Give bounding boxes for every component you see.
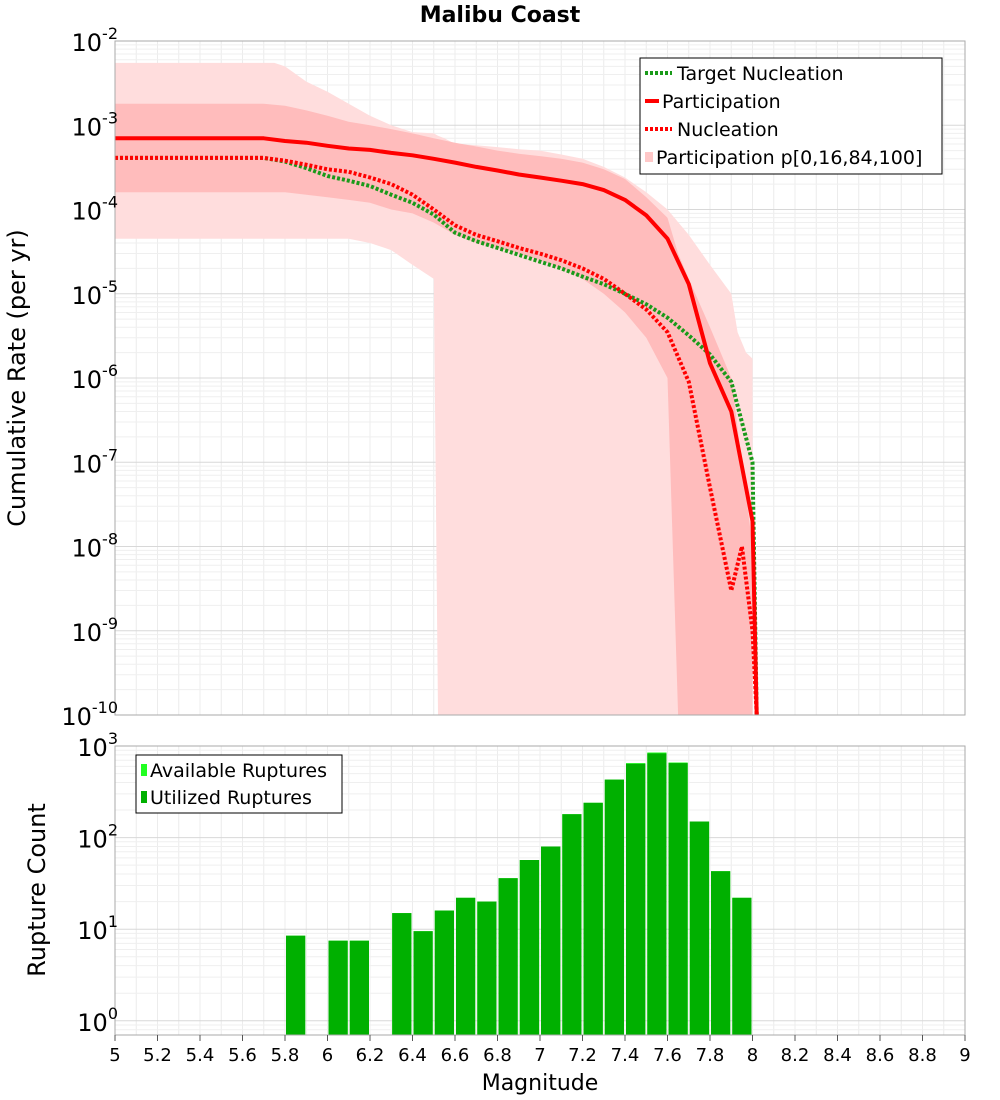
legend-swatch-available-ruptures xyxy=(141,764,147,776)
bottom-legend: Available Ruptures Utilized Ruptures xyxy=(135,754,343,814)
x-tick-label: 6.2 xyxy=(356,1045,385,1066)
x-tick-label: 5.4 xyxy=(186,1045,215,1066)
x-tick-label: 6.8 xyxy=(483,1045,512,1066)
bottom-y-tick-label: 101 xyxy=(77,912,118,945)
bar-utilized-ruptures xyxy=(392,913,412,1035)
x-axis-label: Magnitude xyxy=(482,1071,599,1096)
x-tick-label: 5.6 xyxy=(228,1045,257,1066)
top-y-tick-label: 10-7 xyxy=(72,445,119,478)
bar-utilized-ruptures xyxy=(583,802,603,1035)
bottom-y-tick-label: 103 xyxy=(77,729,118,762)
x-tick-label: 8.2 xyxy=(781,1045,810,1066)
top-y-tick-label: 10-4 xyxy=(72,193,119,226)
legend-label-utilized-ruptures: Utilized Ruptures xyxy=(150,787,312,809)
legend-swatch-utilized-ruptures xyxy=(141,791,147,803)
bar-utilized-ruptures xyxy=(562,814,582,1035)
series-line-nucleation xyxy=(115,155,759,716)
bottom-y-ticks: 100 101 102 103 xyxy=(77,729,118,1037)
bar-utilized-ruptures xyxy=(541,846,561,1035)
x-tick-label: 9 xyxy=(959,1045,970,1066)
top-y-tick-label: 10-10 xyxy=(61,698,118,731)
bar-utilized-ruptures xyxy=(732,897,752,1035)
x-tick-label: 7 xyxy=(534,1045,545,1066)
top-legend: Target Nucleation Participation Nucleati… xyxy=(639,57,943,175)
top-legend-box xyxy=(639,57,943,175)
bottom-panel: 100 101 102 103 5 5.2 5.4 5.6 5.8 6 6.2 6.4 6.6 6.8 7… xyxy=(23,729,971,1096)
top-y-axis-label: Cumulative Rate (per yr) xyxy=(3,229,31,527)
series-line-participation xyxy=(115,136,759,716)
top-y-tick-label: 10-5 xyxy=(72,277,119,310)
top-lines xyxy=(115,136,759,716)
legend-swatch-participation-range xyxy=(645,152,653,162)
x-tick-label: 6.6 xyxy=(441,1045,470,1066)
bar-utilized-ruptures xyxy=(711,871,731,1035)
band-inner xyxy=(115,103,753,715)
top-y-tick-label: 10-6 xyxy=(72,361,119,394)
chart-title: Malibu Coast xyxy=(420,3,581,28)
bottom-x-ticks: 5 5.2 5.4 5.6 5.8 6 6.2 6.4 6.6 6.8 7 7.2 7.4 7.6 7.8 8… xyxy=(109,1035,971,1066)
x-tick-label: 8 xyxy=(747,1045,758,1066)
top-bands xyxy=(115,62,753,715)
bottom-legend-box xyxy=(135,754,343,814)
x-tick-label: 8.6 xyxy=(866,1045,895,1066)
bar-utilized-ruptures xyxy=(413,931,433,1035)
x-tick-label: 7.2 xyxy=(568,1045,597,1066)
legend-label-participation-range: Participation p[0,16,84,100] xyxy=(656,147,922,169)
x-tick-label: 8.4 xyxy=(823,1045,852,1066)
x-tick-label: 5.2 xyxy=(143,1045,172,1066)
bar-utilized-ruptures xyxy=(477,901,497,1035)
bar-utilized-ruptures xyxy=(328,940,348,1035)
legend-label-available-ruptures: Available Ruptures xyxy=(150,760,327,782)
top-y-tick-label: 10-3 xyxy=(72,108,119,141)
x-tick-label: 7.6 xyxy=(653,1045,682,1066)
x-tick-label: 7.8 xyxy=(696,1045,725,1066)
top-y-tick-label: 10-8 xyxy=(72,530,119,563)
x-tick-label: 5.8 xyxy=(271,1045,300,1066)
x-tick-label: 7.4 xyxy=(611,1045,640,1066)
bar-utilized-ruptures xyxy=(434,910,454,1035)
top-y-ticks: 10-2 10-3 10-4 10-5 10-6 10-7 10-8 10-9 10-10 xyxy=(61,24,118,731)
top-panel: 10-2 10-3 10-4 10-5 10-6 10-7 10-8 10-9 10-10 Cu… xyxy=(3,24,966,731)
bar-utilized-ruptures xyxy=(349,940,369,1035)
x-tick-label: 6.4 xyxy=(398,1045,427,1066)
x-tick-label: 6 xyxy=(322,1045,333,1066)
bar-utilized-ruptures xyxy=(668,763,688,1035)
bar-utilized-ruptures xyxy=(647,753,667,1035)
top-y-tick-label: 10-2 xyxy=(72,24,119,57)
bottom-y-axis-label: Rupture Count xyxy=(23,803,51,977)
bottom-y-tick-label: 102 xyxy=(77,821,118,854)
bar-utilized-ruptures xyxy=(286,935,306,1035)
legend-label-nucleation: Nucleation xyxy=(677,119,779,141)
bar-utilized-ruptures xyxy=(689,821,710,1035)
x-tick-label: 5 xyxy=(109,1045,120,1066)
x-tick-label: 8.8 xyxy=(908,1045,937,1066)
bar-utilized-ruptures xyxy=(626,763,646,1035)
bar-utilized-ruptures xyxy=(604,779,624,1035)
bar-utilized-ruptures xyxy=(456,897,476,1035)
bar-utilized-ruptures xyxy=(519,860,540,1035)
bottom-bars xyxy=(286,752,752,1035)
bar-utilized-ruptures xyxy=(498,878,518,1035)
bottom-y-tick-label: 100 xyxy=(77,1004,118,1037)
legend-label-target-nucleation: Target Nucleation xyxy=(676,63,844,85)
legend-label-participation: Participation xyxy=(662,91,781,113)
top-plot-frame xyxy=(114,40,966,716)
top-y-tick-label: 10-9 xyxy=(72,614,119,647)
